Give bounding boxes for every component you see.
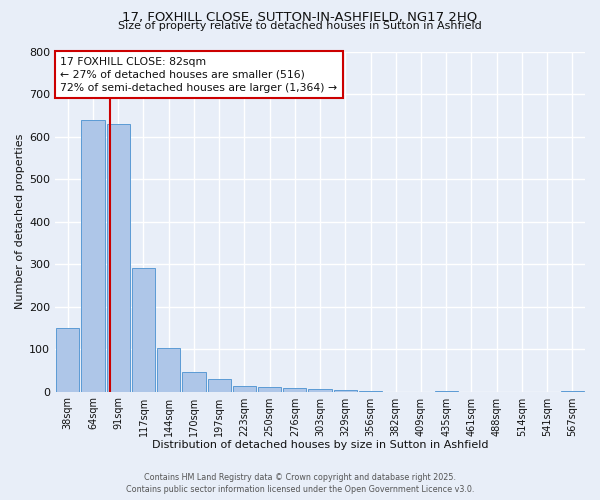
Bar [157,348,180,392]
Bar [107,124,130,392]
Bar [359,390,382,392]
Bar [233,386,256,392]
Bar [82,120,104,392]
Bar [308,390,332,392]
Bar [208,379,231,392]
Text: Size of property relative to detached houses in Sutton in Ashfield: Size of property relative to detached ho… [118,21,482,31]
Bar [56,328,79,392]
Text: 17, FOXHILL CLOSE, SUTTON-IN-ASHFIELD, NG17 2HQ: 17, FOXHILL CLOSE, SUTTON-IN-ASHFIELD, N… [122,11,478,24]
Bar [334,390,357,392]
X-axis label: Distribution of detached houses by size in Sutton in Ashfield: Distribution of detached houses by size … [152,440,488,450]
Bar [258,388,281,392]
Bar [132,268,155,392]
Y-axis label: Number of detached properties: Number of detached properties [15,134,25,309]
Text: Contains HM Land Registry data © Crown copyright and database right 2025.
Contai: Contains HM Land Registry data © Crown c… [126,472,474,494]
Bar [182,372,206,392]
Bar [283,388,307,392]
Text: 17 FOXHILL CLOSE: 82sqm
← 27% of detached houses are smaller (516)
72% of semi-d: 17 FOXHILL CLOSE: 82sqm ← 27% of detache… [61,56,338,93]
